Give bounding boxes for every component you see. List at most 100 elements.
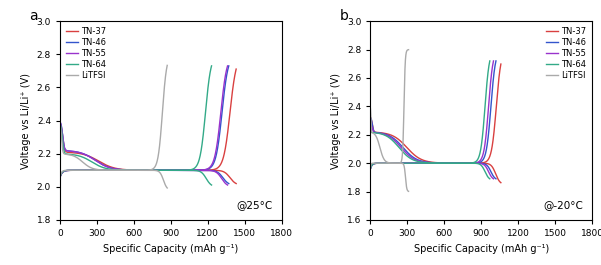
TN-46 bbox=[225, 182, 233, 185]
TN-55 bbox=[201, 169, 208, 172]
TN-64 bbox=[148, 169, 156, 172]
TN-37 bbox=[163, 169, 171, 172]
LiTFSI bbox=[148, 169, 156, 172]
Line: TN-64: TN-64 bbox=[60, 124, 212, 185]
TN-55 bbox=[438, 161, 445, 165]
TN-46 bbox=[443, 161, 450, 165]
TN-64 bbox=[469, 162, 477, 165]
TN-46 bbox=[159, 169, 166, 172]
TN-46 bbox=[67, 149, 74, 153]
TN-37 bbox=[159, 169, 166, 172]
TN-46 bbox=[202, 169, 209, 172]
TN-37 bbox=[442, 161, 450, 165]
TN-37 bbox=[446, 161, 453, 165]
TN-55 bbox=[367, 123, 374, 126]
TN-64 bbox=[436, 161, 444, 165]
TN-46 bbox=[56, 121, 64, 124]
TN-46 bbox=[475, 162, 482, 165]
TN-64 bbox=[144, 169, 151, 172]
TN-64 bbox=[367, 131, 374, 134]
TN-46 bbox=[447, 162, 454, 165]
TN-46 bbox=[440, 161, 447, 165]
TN-55 bbox=[154, 169, 161, 172]
TN-55 bbox=[442, 162, 449, 165]
Line: TN-55: TN-55 bbox=[370, 124, 493, 179]
Line: TN-37: TN-37 bbox=[370, 117, 501, 183]
LiTFSI bbox=[138, 169, 145, 172]
Y-axis label: Voltage vs Li/Li⁺ (V): Voltage vs Li/Li⁺ (V) bbox=[331, 73, 341, 169]
Legend: TN-37, TN-46, TN-55, TN-64, LiTFSI: TN-37, TN-46, TN-55, TN-64, LiTFSI bbox=[545, 25, 588, 82]
TN-46 bbox=[492, 177, 499, 180]
TN-64 bbox=[171, 169, 178, 172]
LiTFSI bbox=[56, 124, 64, 127]
TN-64 bbox=[486, 177, 493, 180]
Line: TN-37: TN-37 bbox=[60, 124, 236, 184]
TN-64 bbox=[208, 183, 215, 187]
Text: b: b bbox=[340, 9, 348, 23]
TN-37 bbox=[497, 181, 504, 184]
Line: TN-46: TN-46 bbox=[60, 122, 229, 184]
TN-64 bbox=[457, 162, 465, 165]
TN-64 bbox=[66, 153, 73, 156]
Line: TN-46: TN-46 bbox=[370, 117, 496, 179]
LiTFSI bbox=[63, 153, 70, 156]
TN-64 bbox=[56, 122, 64, 125]
TN-55 bbox=[445, 162, 453, 165]
TN-46 bbox=[374, 131, 382, 134]
Text: @-20°C: @-20°C bbox=[543, 200, 583, 210]
TN-37 bbox=[67, 151, 75, 154]
Y-axis label: Voltage vs Li/Li⁺ (V): Voltage vs Li/Li⁺ (V) bbox=[21, 73, 31, 169]
TN-55 bbox=[374, 131, 382, 135]
TN-64 bbox=[153, 169, 160, 172]
LiTFSI bbox=[367, 106, 374, 109]
LiTFSI bbox=[125, 169, 132, 172]
TN-37 bbox=[367, 116, 374, 119]
TN-37 bbox=[450, 162, 457, 165]
LiTFSI bbox=[395, 162, 403, 165]
TN-37 bbox=[169, 169, 176, 172]
X-axis label: Specific Capacity (mAh g⁻¹): Specific Capacity (mAh g⁻¹) bbox=[103, 244, 239, 254]
LiTFSI bbox=[405, 190, 412, 193]
LiTFSI bbox=[121, 169, 129, 172]
Line: TN-55: TN-55 bbox=[60, 122, 228, 185]
TN-46 bbox=[164, 169, 171, 172]
TN-37 bbox=[479, 162, 486, 165]
TN-46 bbox=[367, 116, 374, 119]
TN-55 bbox=[67, 149, 74, 153]
TN-64 bbox=[439, 162, 447, 165]
Text: @25°C: @25°C bbox=[237, 200, 273, 210]
TN-64 bbox=[187, 169, 194, 172]
TN-64 bbox=[374, 131, 381, 135]
TN-46 bbox=[154, 169, 162, 172]
LiTFSI bbox=[391, 162, 398, 165]
TN-55 bbox=[473, 162, 480, 165]
TN-46 bbox=[185, 169, 192, 172]
TN-55 bbox=[183, 169, 191, 172]
TN-37 bbox=[233, 182, 240, 185]
TN-37 bbox=[208, 169, 215, 172]
LiTFSI bbox=[369, 131, 376, 135]
TN-37 bbox=[190, 169, 197, 172]
TN-55 bbox=[56, 121, 64, 124]
TN-55 bbox=[490, 177, 497, 180]
TN-37 bbox=[466, 162, 473, 165]
TN-55 bbox=[460, 162, 468, 165]
LiTFSI bbox=[163, 186, 171, 189]
TN-37 bbox=[56, 122, 64, 125]
TN-64 bbox=[443, 162, 450, 165]
TN-37 bbox=[375, 131, 382, 134]
Text: a: a bbox=[29, 9, 38, 23]
LiTFSI bbox=[400, 162, 407, 166]
TN-55 bbox=[224, 183, 231, 187]
X-axis label: Specific Capacity (mAh g⁻¹): Specific Capacity (mAh g⁻¹) bbox=[413, 244, 549, 254]
TN-46 bbox=[462, 162, 469, 165]
TN-55 bbox=[158, 169, 165, 172]
LiTFSI bbox=[119, 169, 126, 172]
Line: TN-64: TN-64 bbox=[370, 132, 490, 179]
LiTFSI bbox=[389, 161, 396, 165]
LiTFSI bbox=[390, 162, 397, 165]
Line: LiTFSI: LiTFSI bbox=[370, 108, 409, 191]
Line: LiTFSI: LiTFSI bbox=[60, 125, 167, 188]
TN-55 bbox=[163, 169, 170, 172]
Legend: TN-37, TN-46, TN-55, TN-64, LiTFSI: TN-37, TN-46, TN-55, TN-64, LiTFSI bbox=[64, 25, 108, 82]
